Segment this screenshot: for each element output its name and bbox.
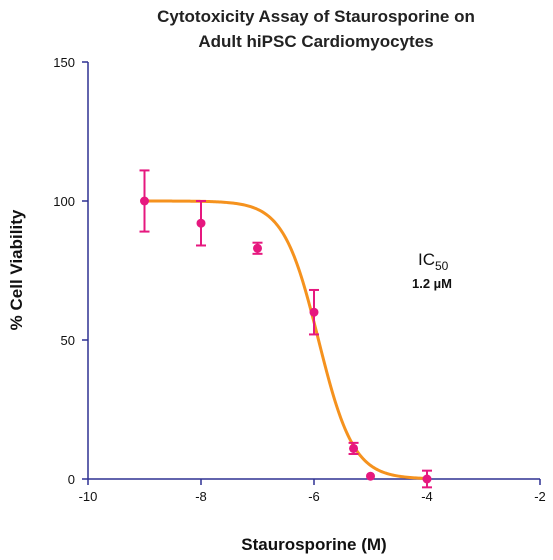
y-tick-label: 0: [68, 472, 75, 487]
data-point: [309, 307, 319, 317]
ic50-label-main: IC: [418, 250, 435, 269]
data-point: [349, 443, 359, 453]
chart-title-line-1: Cytotoxicity Assay of Staurosporine on: [157, 7, 475, 26]
y-tick-label: 150: [53, 55, 75, 70]
y-tick-label: 100: [53, 194, 75, 209]
ic50-label: IC50: [418, 250, 449, 273]
x-axis-label: Staurosporine (M): [241, 535, 386, 554]
ic50-value: 1.2 µM: [412, 276, 452, 291]
axes: [87, 62, 540, 480]
x-tick-label: -2: [534, 489, 546, 504]
data-points: [139, 169, 432, 489]
x-tick-label: -6: [308, 489, 320, 504]
fit-curve: [144, 199, 428, 480]
y-tick-label: 50: [61, 333, 75, 348]
data-point: [196, 218, 206, 228]
data-point: [253, 243, 262, 253]
x-tick-label: -10: [79, 489, 98, 504]
x-tick-label: -4: [421, 489, 433, 504]
ic50-label-subscript: 50: [435, 259, 449, 273]
chart-title-line-2: Adult hiPSC Cardiomyocytes: [198, 32, 433, 51]
ticks: -10 -8 -6 -4 -2 0 50 100 150: [53, 55, 545, 504]
y-axis-label: % Cell Viability: [7, 209, 26, 330]
x-tick-label: -8: [195, 489, 207, 504]
data-point: [422, 474, 432, 484]
data-point: [366, 471, 375, 481]
data-point: [140, 196, 149, 206]
